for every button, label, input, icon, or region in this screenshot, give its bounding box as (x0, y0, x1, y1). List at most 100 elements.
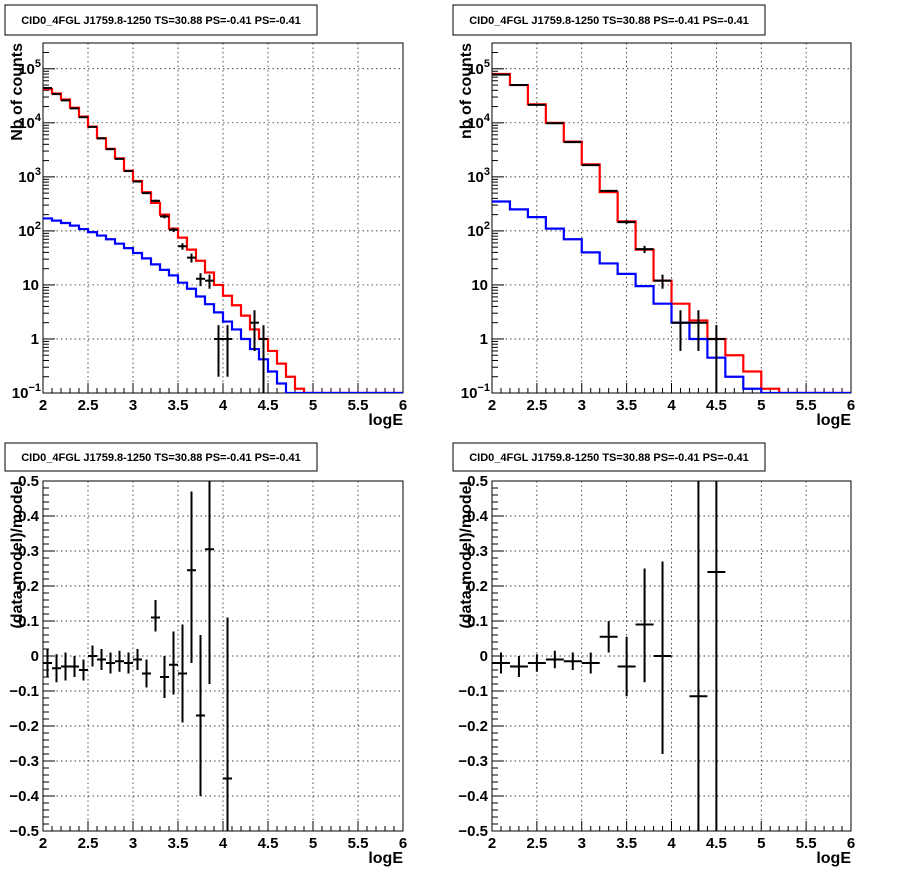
x-tick-label: 6 (847, 397, 855, 414)
y-axis-label: (data-model)/model (9, 481, 26, 629)
x-tick-label: 2.5 (526, 835, 547, 852)
data-point (169, 631, 178, 695)
data-point (88, 125, 97, 128)
data-point (97, 649, 106, 670)
data-point (689, 310, 708, 351)
y-tick-label: 105 (467, 58, 490, 78)
y-tick-label: −0.3 (458, 753, 488, 770)
data-point (214, 325, 223, 377)
y-tick-label: 105 (18, 58, 41, 78)
data-point (142, 659, 151, 688)
x-tick-label: 5.5 (348, 397, 369, 414)
data-point (151, 600, 160, 632)
y-tick-label: 0.5 (18, 473, 39, 490)
y-tick-label: 0 (480, 648, 488, 665)
data-point (187, 491, 196, 663)
x-tick-label: 5 (757, 397, 765, 414)
y-axis-label: Nb of counts (9, 43, 26, 141)
chart-panel-1: CID0_4FGL J1759.8-1250 TS=30.88 PS=-0.41… (4, 4, 407, 429)
title-box (452, 442, 766, 472)
y-axis-label: nb of counts (458, 43, 475, 139)
y-tick-label: 0.4 (18, 508, 40, 525)
chart-panel-3: CID0_4FGL J1759.8-1250 TS=30.88 PS=-0.41… (4, 442, 407, 867)
x-tick-label: 2 (488, 835, 496, 852)
y-tick-label: 104 (467, 112, 491, 132)
data-point (133, 649, 142, 670)
y-tick-label: −0.4 (458, 788, 488, 805)
plot-content (492, 481, 726, 831)
x-tick-label: 4 (219, 835, 228, 852)
x-axis-label: logE (816, 412, 851, 429)
x-tick-label: 4 (219, 397, 228, 414)
data-point (653, 274, 672, 289)
data-point (707, 325, 726, 393)
y-tick-label: 0.2 (18, 578, 39, 595)
data-point (187, 253, 196, 263)
x-tick-label: 4.5 (258, 397, 279, 414)
data-point (133, 180, 142, 183)
x-tick-label: 3.5 (616, 835, 637, 852)
data-point (196, 635, 205, 796)
data-point (599, 621, 618, 653)
histogram-series-blue (492, 200, 851, 393)
x-tick-label: 2 (488, 397, 496, 414)
chart-title: CID0_4FGL J1759.8-1250 TS=30.88 PS=-0.41… (21, 15, 301, 27)
y-tick-label: 10 (22, 277, 39, 294)
x-tick-label: 3.5 (168, 835, 189, 852)
y-tick-label: −0.2 (9, 718, 39, 735)
y-tick-label: 0.2 (467, 578, 488, 595)
y-tick-label: −0.1 (458, 683, 488, 700)
y-tick-label: −0.3 (9, 753, 39, 770)
data-point (223, 325, 232, 377)
y-tick-label: −0.5 (9, 823, 39, 840)
x-tick-label: 5.5 (796, 397, 817, 414)
data-point (52, 654, 61, 683)
y-tick-label: −0.1 (9, 683, 39, 700)
data-point (124, 170, 133, 173)
x-tick-label: 5 (309, 835, 317, 852)
x-tick-label: 6 (399, 397, 407, 414)
x-tick-label: 6 (399, 835, 407, 852)
data-point (653, 561, 672, 754)
y-tick-label: 0.3 (467, 543, 488, 560)
data-point (196, 273, 205, 287)
y-tick-label: 0.1 (467, 613, 488, 630)
data-point (115, 157, 124, 160)
data-point (106, 148, 115, 151)
data-point (617, 636, 636, 697)
x-tick-label: 6 (847, 835, 855, 852)
x-tick-label: 3 (129, 835, 137, 852)
data-point (223, 617, 232, 831)
data-point (581, 652, 600, 674)
x-tick-label: 2 (39, 397, 47, 414)
title-box (4, 442, 318, 472)
y-tick-label: −0.4 (9, 788, 39, 805)
data-point (671, 310, 690, 351)
y-tick-label: −0.5 (458, 823, 488, 840)
y-tick-label: 10−1 (12, 382, 41, 402)
y-tick-label: 0.4 (467, 508, 489, 525)
data-point (563, 141, 582, 144)
x-tick-label: 3 (578, 397, 586, 414)
data-point (61, 652, 70, 681)
data-point (160, 214, 169, 219)
data-point (52, 93, 61, 96)
chart-title: CID0_4FGL J1759.8-1250 TS=30.88 PS=-0.41… (469, 15, 749, 27)
y-tick-label: 1 (480, 331, 488, 348)
title-box (452, 4, 766, 36)
data-point (178, 624, 187, 723)
data-point (250, 310, 259, 351)
data-point (79, 659, 88, 681)
x-tick-label: 5.5 (348, 835, 369, 852)
data-point (527, 654, 546, 672)
y-tick-label: 1 (31, 331, 39, 348)
x-tick-label: 4.5 (258, 835, 279, 852)
y-tick-label: 103 (467, 166, 490, 186)
x-tick-label: 5 (309, 397, 317, 414)
x-axis-label: logE (816, 850, 851, 867)
x-tick-label: 5 (757, 835, 765, 852)
x-tick-label: 2.5 (526, 397, 547, 414)
data-point (492, 652, 510, 674)
histogram-series-red (43, 88, 403, 393)
